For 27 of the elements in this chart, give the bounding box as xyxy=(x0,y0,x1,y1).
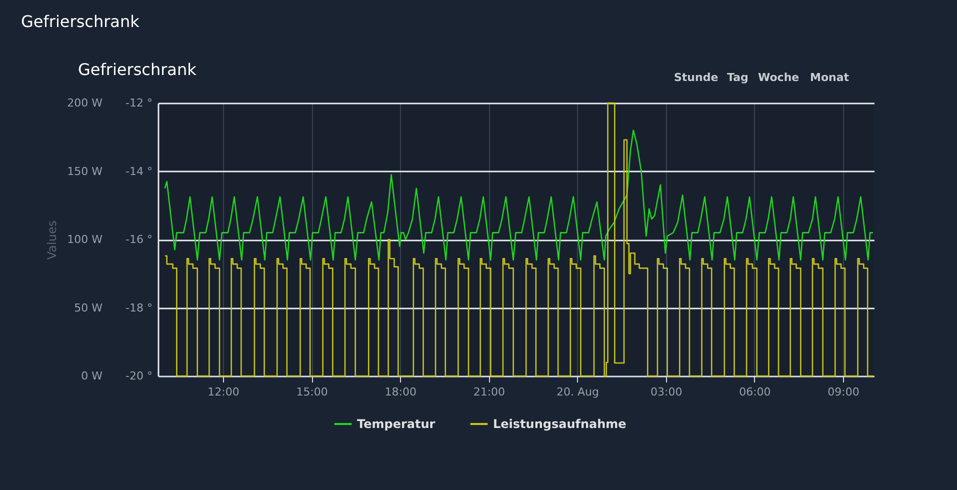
y-tick-label: 100 W xyxy=(67,233,103,246)
x-tick-label: 06:00 xyxy=(739,386,771,398)
y2-tick-label: -12 ° xyxy=(126,96,152,110)
x-tick-label: 18:00 xyxy=(384,386,416,398)
y2-tick-label: -16 ° xyxy=(126,233,152,246)
text: Stunde xyxy=(674,71,718,84)
text: Gefrierschrank xyxy=(21,12,140,31)
text: Monat xyxy=(810,71,850,84)
y2-tick-label: -20 ° xyxy=(126,370,152,382)
x-tick-label: 12:00 xyxy=(208,386,240,398)
legend-label: Leistungsaufnahme xyxy=(493,417,626,431)
legend-label: Temperatur xyxy=(357,417,436,431)
y2-tick-label: -14 ° xyxy=(126,164,152,178)
y-tick-label: 150 W xyxy=(67,164,103,178)
x-tick-label: 21:00 xyxy=(473,386,506,398)
y-tick-label: 50 W xyxy=(74,301,103,314)
chart-title: Gefrierschrank xyxy=(78,60,198,79)
x-tick-label: 20. Aug xyxy=(556,386,600,398)
y2-tick-label: -18 ° xyxy=(126,301,152,314)
text: Tag xyxy=(727,71,748,84)
y-tick-label: 0 W xyxy=(81,370,103,382)
x-tick-label: 03:00 xyxy=(650,386,682,398)
x-tick-label: 15:00 xyxy=(296,386,328,398)
text: Woche xyxy=(758,71,800,84)
y-axis-title: Values xyxy=(45,220,60,260)
x-tick-label: 09:00 xyxy=(828,386,860,398)
y-tick-label: 200 W xyxy=(67,96,103,110)
